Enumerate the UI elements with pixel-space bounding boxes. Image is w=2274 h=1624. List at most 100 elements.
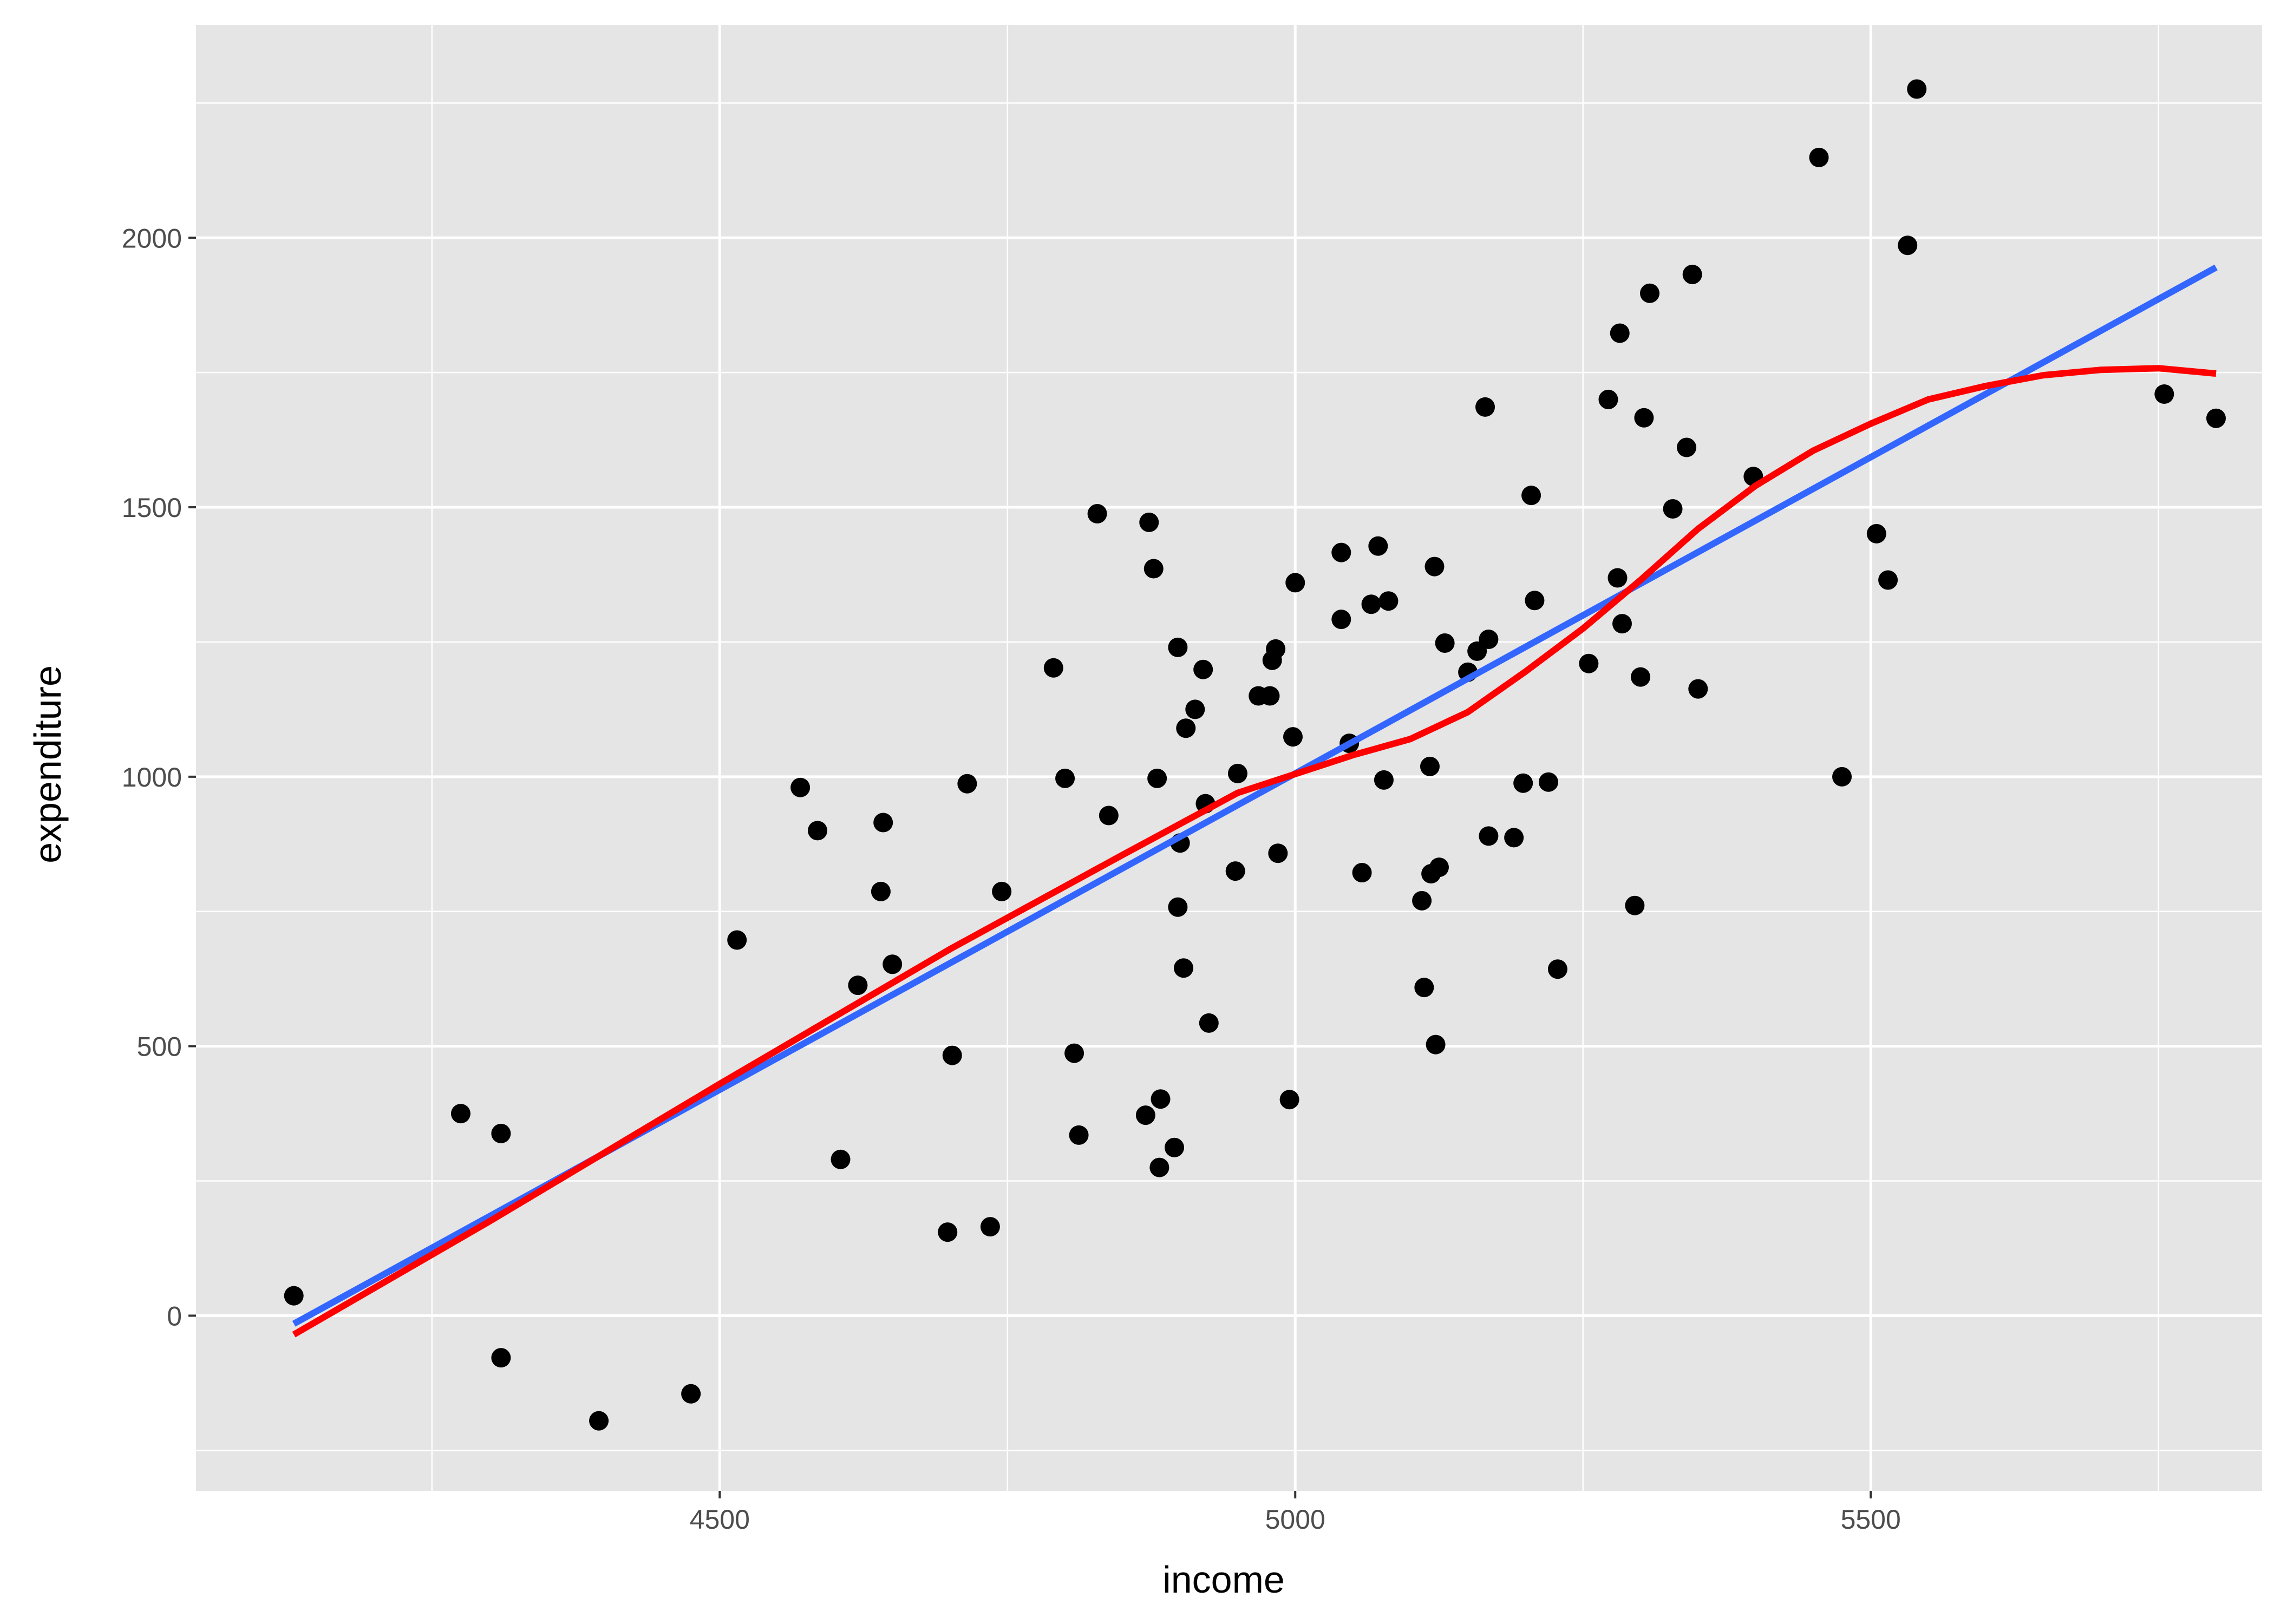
data-point [1521,486,1541,506]
fit-lines [292,264,2218,1338]
y-axis-ticks: 0 500 1000 1500 2000 [122,223,196,1331]
data-point [790,777,811,797]
data-point [1424,556,1445,577]
data-point [807,821,827,841]
data-point [1279,1090,1299,1110]
minor-gridlines [196,25,2262,1491]
x-tick-label: 5500 [1841,1504,1901,1535]
data-point [1426,1034,1446,1055]
data-point [1631,667,1651,687]
y-axis-title: expenditure [27,665,69,863]
data-points [284,79,2226,1431]
data-point [1368,536,1388,556]
data-point [1147,768,1167,788]
data-point [1168,897,1188,917]
x-tick-label: 5000 [1265,1504,1325,1535]
data-point [1361,594,1381,614]
data-point [1414,978,1434,998]
data-point [1378,591,1399,611]
data-point [1412,890,1432,911]
data-point [1608,568,1628,588]
data-point [1907,79,1927,99]
data-point [1283,727,1303,747]
data-point [1266,639,1286,659]
data-point [1225,861,1245,881]
y-tick-label: 1500 [122,493,182,523]
data-point [1866,523,1886,543]
data-point [1143,559,1164,579]
data-point [1547,959,1567,979]
data-point [1420,756,1440,776]
data-point [1374,770,1394,790]
data-point [284,1286,304,1306]
data-point [1682,264,1702,284]
data-point [589,1411,609,1431]
data-point [1352,863,1372,883]
plot-panel [196,25,2262,1491]
data-point [831,1149,851,1169]
data-point [1435,633,1455,653]
y-tick-label: 500 [137,1032,182,1062]
data-point [1174,958,1194,978]
data-point [1538,772,1558,792]
data-point [1898,235,1918,256]
data-point [1176,718,1196,738]
data-point [938,1222,958,1242]
data-point [1475,397,1495,417]
data-point [883,954,903,974]
y-tick-label: 2000 [122,223,182,253]
data-point [1087,503,1107,523]
x-axis-ticks: 4500 5000 5500 [690,1491,1901,1535]
y-tick-label: 0 [167,1301,182,1331]
data-point [1479,826,1499,846]
data-point [1149,1157,1169,1177]
data-point [1331,610,1351,630]
data-point [1260,686,1280,706]
data-point [491,1123,511,1143]
data-point [491,1348,511,1368]
major-gridlines [196,25,2262,1491]
data-point [1612,614,1632,634]
data-point [1832,767,1852,787]
data-point [873,813,893,833]
data-point [871,881,891,901]
data-point [1429,857,1449,878]
data-point [942,1045,962,1065]
data-point [1331,542,1351,562]
data-point [1677,437,1697,457]
data-point [1513,773,1533,793]
data-point [1504,828,1524,848]
data-point [1688,679,1708,699]
x-axis-title: income [1162,1558,1285,1601]
data-point [980,1217,1000,1237]
data-point [1135,1105,1155,1125]
x-tick-label: 4500 [690,1504,750,1535]
data-point [1069,1125,1089,1145]
data-point [1064,1043,1084,1063]
data-point [957,774,977,794]
y-tick-label: 1000 [122,762,182,793]
data-point [1185,699,1205,719]
data-point [2206,408,2226,428]
data-point [848,975,868,996]
data-point [1193,659,1213,679]
data-point [1055,768,1075,788]
data-point [1634,408,1654,428]
data-point [681,1384,701,1404]
data-point [1151,1089,1171,1109]
data-point [1525,591,1545,611]
data-point [1099,806,1119,826]
data-point [1598,389,1618,409]
data-point [1610,323,1630,343]
data-point [1625,895,1645,915]
data-point [1285,573,1305,593]
data-point [1640,283,1660,303]
smooth-fit-line [292,365,2217,1338]
data-point [992,881,1012,901]
data-point [450,1104,471,1124]
data-point [1579,653,1599,673]
data-point [1663,499,1683,519]
data-point [1168,637,1188,657]
data-point [1479,629,1499,649]
